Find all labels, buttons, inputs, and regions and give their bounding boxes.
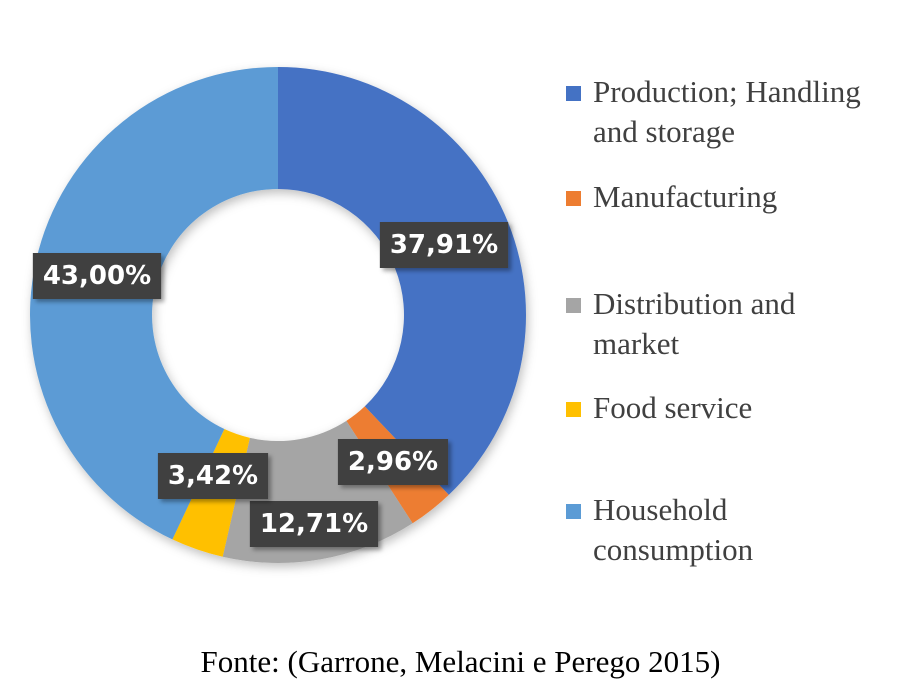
legend-swatch: [566, 86, 581, 101]
data-label: 12,71%: [249, 501, 379, 547]
legend-swatch: [566, 402, 581, 417]
data-label-text: 37,91%: [390, 230, 498, 260]
legend-label: Distribution and market: [593, 286, 796, 361]
legend-swatch: [566, 298, 581, 313]
legend-label: Manufacturing: [593, 179, 778, 214]
data-label-box: [379, 222, 509, 268]
legend-label: Food service: [593, 390, 753, 425]
data-label-text: 2,96%: [348, 447, 438, 477]
doughnut-slices: [29, 67, 526, 563]
data-label-text: 12,71%: [260, 509, 368, 539]
data-label: 43,00%: [32, 253, 162, 299]
data-label-text: 3,42%: [168, 461, 258, 491]
data-label: 3,42%: [157, 453, 269, 499]
legend-label: Production; Handling and storage: [593, 74, 861, 149]
slice-production-handling-and-storage: [278, 67, 526, 495]
data-label-box: [337, 439, 449, 485]
legend-swatch: [566, 191, 581, 206]
data-label-text: 43,00%: [43, 261, 151, 291]
data-label-box: [157, 453, 269, 499]
data-label-box: [32, 253, 162, 299]
data-label: 2,96%: [337, 439, 449, 485]
source-note: Fonte: (Garrone, Melacini e Perego 2015): [200, 644, 721, 679]
legend-label: Household consumption: [593, 492, 754, 567]
data-label: 37,91%: [379, 222, 509, 268]
data-labels: 37,91% 2,96% 12,71%3,42% 43,00%: [32, 222, 509, 547]
legend-swatch: [566, 504, 581, 519]
slice-household-consumption: [29, 67, 278, 540]
data-label-box: [249, 501, 379, 547]
